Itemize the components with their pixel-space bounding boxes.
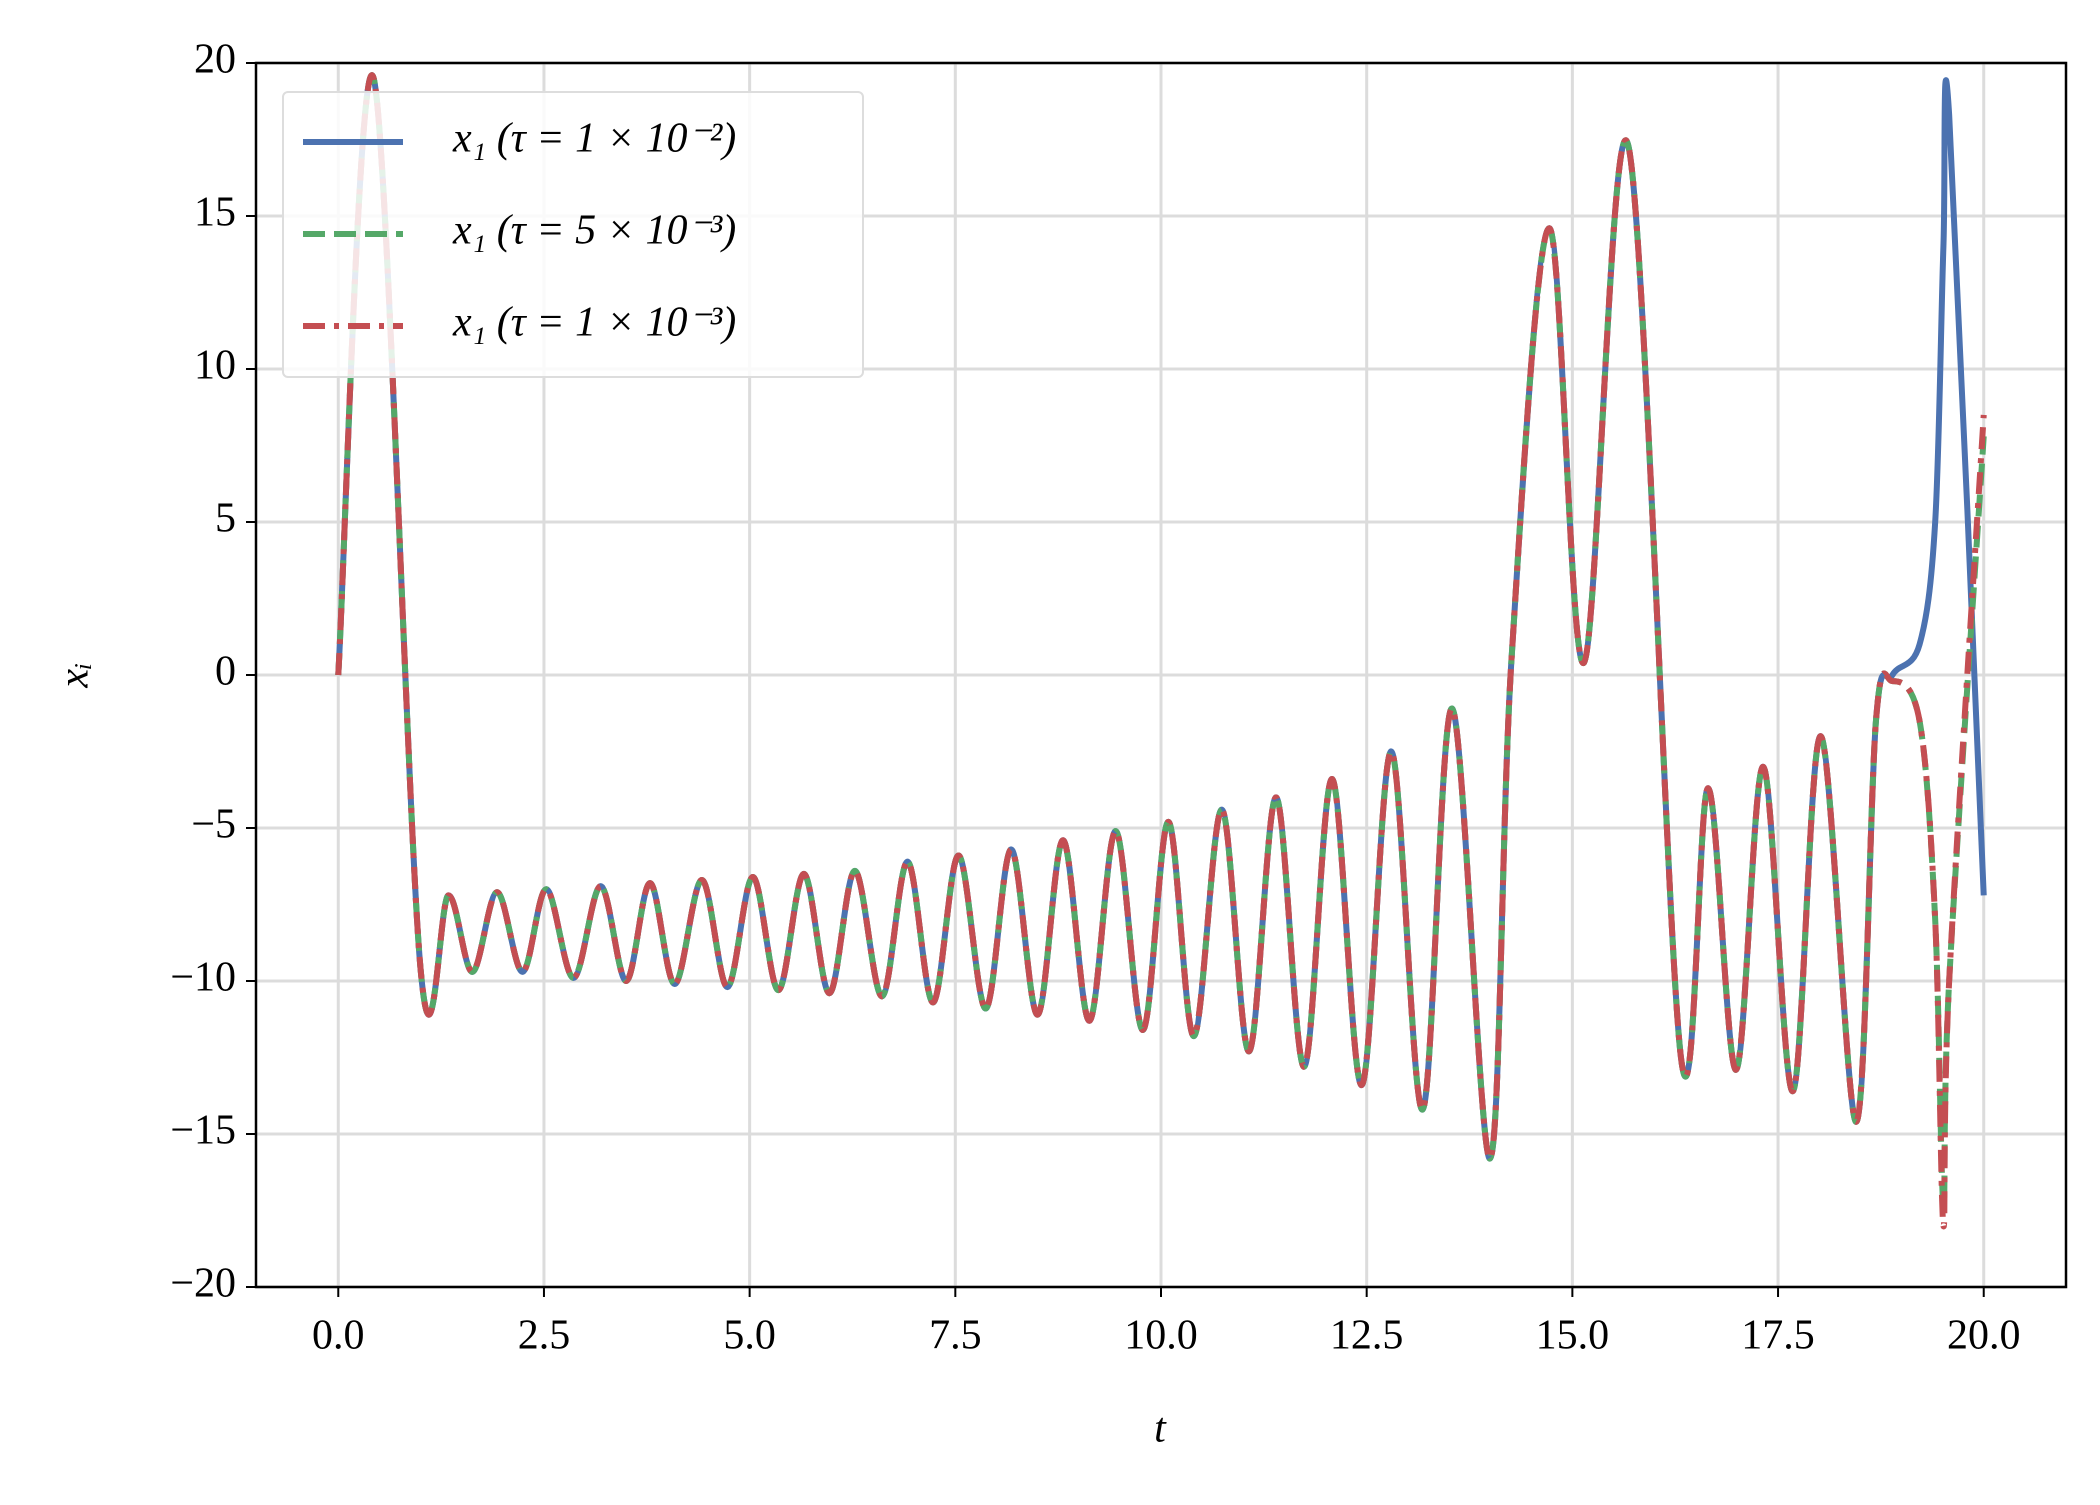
- x-tick-label: 2.5: [518, 1313, 571, 1359]
- series-line: [335, 72, 1987, 1230]
- y-tick-label: 10: [194, 343, 236, 389]
- y-tick-label: 15: [194, 190, 236, 236]
- x-tick-label: 7.5: [929, 1313, 982, 1359]
- x-tick-label: 0.0: [312, 1313, 365, 1359]
- x-tick-label: 5.0: [723, 1313, 776, 1359]
- y-tick-label: 5: [215, 496, 236, 542]
- x-tick-label: 10.0: [1124, 1313, 1198, 1359]
- legend-label: x₁ (τ = 1 × 10⁻²): [452, 116, 736, 162]
- x-axis-label: t: [1154, 1406, 1167, 1452]
- x-tick-label: 15.0: [1536, 1313, 1610, 1359]
- y-axis-label: xᵢ: [52, 662, 98, 688]
- x-tick-label: 17.5: [1741, 1313, 1815, 1359]
- legend: x₁ (τ = 1 × 10⁻²) x₁ (τ = 5 × 10⁻³) x₁ (τ …: [282, 91, 864, 378]
- x-tick-label: 12.5: [1330, 1313, 1404, 1359]
- y-tick-label: −10: [170, 955, 236, 1001]
- y-tick-label: −5: [191, 802, 236, 848]
- y-tick-label: −15: [170, 1108, 236, 1154]
- y-tick-label: 0: [215, 649, 236, 695]
- legend-label: x₁ (τ = 5 × 10⁻³): [452, 208, 736, 254]
- x-tick-label: 20.0: [1947, 1313, 2021, 1359]
- y-tick-label: −20: [170, 1261, 236, 1307]
- y-tick-label: 20: [194, 37, 236, 83]
- legend-label: x₁ (τ = 1 × 10⁻³): [452, 300, 736, 346]
- plot-frame: [254, 61, 2068, 1289]
- legend-box: [282, 91, 864, 378]
